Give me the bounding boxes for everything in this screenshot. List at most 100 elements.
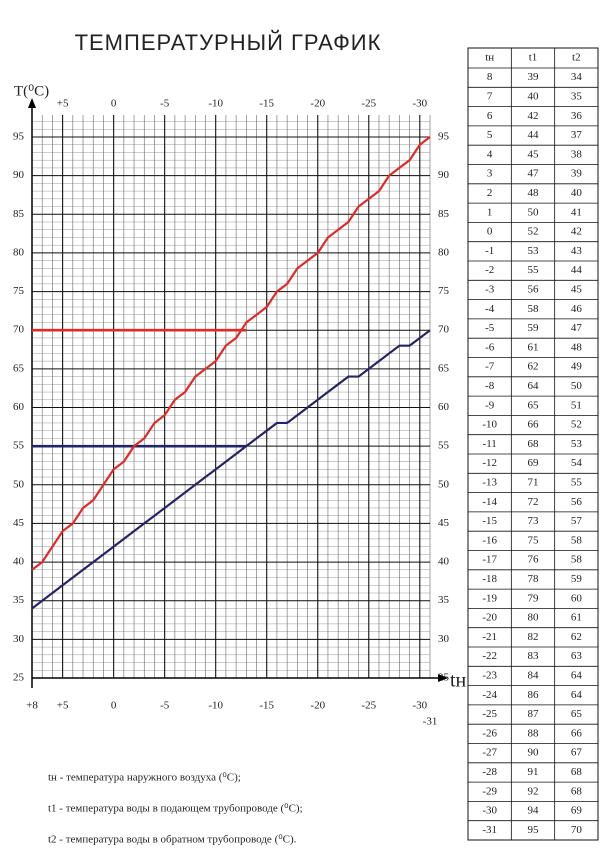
table-cell: 90 bbox=[528, 747, 540, 759]
table-cell: 88 bbox=[528, 727, 540, 739]
y-axis-arrow bbox=[28, 98, 36, 108]
y-tick-label: 95 bbox=[13, 131, 25, 143]
table-cell: 45 bbox=[528, 148, 540, 160]
table-cell: 41 bbox=[571, 206, 582, 218]
table-cell: 57 bbox=[571, 515, 583, 527]
y-tick-label-right: 30 bbox=[438, 633, 450, 645]
table-cell: 72 bbox=[528, 496, 539, 508]
table-cell: 95 bbox=[528, 824, 540, 836]
y-tick-label-right: 95 bbox=[438, 131, 450, 143]
y-tick-label-right: 35 bbox=[438, 594, 450, 606]
table-cell: 83 bbox=[528, 650, 540, 662]
table-cell: 58 bbox=[571, 554, 583, 566]
x-tick-label: -25 bbox=[361, 700, 376, 712]
table-cell: 60 bbox=[571, 592, 583, 604]
table-cell: -10 bbox=[482, 419, 497, 431]
note: tн - температура наружного воздуха (⁰C); bbox=[48, 772, 241, 784]
table-cell: -26 bbox=[482, 727, 497, 739]
table-cell: 79 bbox=[528, 592, 540, 604]
table-cell: -21 bbox=[482, 631, 497, 643]
table-cell: -28 bbox=[482, 766, 497, 778]
table-cell: 66 bbox=[571, 727, 583, 739]
table-cell: 58 bbox=[528, 303, 540, 315]
y-tick-label-right: 80 bbox=[438, 246, 450, 258]
y-tick-label: 65 bbox=[13, 362, 25, 374]
table-cell: -2 bbox=[485, 264, 494, 276]
table-cell: -5 bbox=[485, 322, 495, 334]
y-tick-label: 60 bbox=[13, 401, 25, 413]
table-cell: -22 bbox=[482, 650, 497, 662]
y-tick-label: 85 bbox=[13, 208, 25, 220]
x-axis-arrow bbox=[438, 674, 448, 682]
table-cell: -19 bbox=[482, 592, 497, 604]
x-tick-label-top: -30 bbox=[412, 98, 427, 110]
y-tick-label: 45 bbox=[13, 517, 25, 529]
table-cell: 62 bbox=[528, 361, 539, 373]
y-tick-label-right: 45 bbox=[438, 517, 450, 529]
y-tick-label-right: 40 bbox=[438, 556, 450, 568]
table-cell: 5 bbox=[487, 129, 493, 141]
table-cell: 94 bbox=[528, 805, 540, 817]
table-cell: 47 bbox=[528, 168, 540, 180]
table-cell: -7 bbox=[485, 361, 495, 373]
x-tick-label-top: -25 bbox=[361, 98, 376, 110]
y-tick-label: 25 bbox=[13, 672, 25, 684]
table-cell: 92 bbox=[528, 785, 539, 797]
table-cell: 0 bbox=[487, 226, 493, 238]
table-cell: 49 bbox=[571, 361, 583, 373]
table-cell: 56 bbox=[571, 496, 583, 508]
x-tick-label-top: -15 bbox=[259, 98, 274, 110]
table-cell: 70 bbox=[571, 824, 583, 836]
x-tick-label: -20 bbox=[310, 700, 325, 712]
y-tick-label-right: 75 bbox=[438, 285, 450, 297]
table-cell: 1 bbox=[487, 206, 493, 218]
table-cell: 84 bbox=[528, 669, 540, 681]
table-cell: 2 bbox=[487, 187, 493, 199]
y-tick-label: 70 bbox=[13, 324, 25, 336]
table-cell: -25 bbox=[482, 708, 497, 720]
table-cell: -17 bbox=[482, 554, 497, 566]
table: tн t1 t28 39 347 40 356 42 365 44 374 45 383 47 392 48 4… bbox=[467, 47, 599, 841]
table-cell: 51 bbox=[571, 399, 582, 411]
table-cell: -16 bbox=[482, 534, 497, 546]
table-header: tн bbox=[485, 52, 494, 64]
x-tick-label: +8 bbox=[26, 700, 38, 712]
table-cell: 55 bbox=[571, 476, 583, 488]
x-axis-label: tн bbox=[450, 670, 467, 692]
table-cell: -30 bbox=[482, 805, 497, 817]
table-cell: -29 bbox=[482, 785, 497, 797]
table-cell: -4 bbox=[485, 303, 495, 315]
y-tick-label-right: 85 bbox=[438, 208, 450, 220]
table-cell: -27 bbox=[482, 747, 497, 759]
table-cell: 45 bbox=[571, 283, 583, 295]
y-tick-label: 40 bbox=[13, 556, 25, 568]
table-cell: 68 bbox=[571, 766, 583, 778]
table-cell: 48 bbox=[571, 341, 583, 353]
table-cell: -20 bbox=[482, 612, 497, 624]
table-cell: -23 bbox=[482, 669, 497, 681]
table-cell: 65 bbox=[571, 708, 583, 720]
table-cell: 91 bbox=[528, 766, 539, 778]
table-cell: 61 bbox=[528, 341, 539, 353]
x-tick-label: +5 bbox=[57, 700, 69, 712]
table-cell: 40 bbox=[528, 90, 540, 102]
y-tick-label-right: 55 bbox=[438, 440, 450, 452]
table-cell: 66 bbox=[528, 419, 540, 431]
y-tick-label: 30 bbox=[13, 633, 25, 645]
table-cell: 34 bbox=[571, 71, 583, 83]
table-cell: 50 bbox=[528, 206, 540, 218]
x-tick-label: -31 bbox=[423, 716, 438, 728]
table-cell: -3 bbox=[485, 283, 495, 295]
table-cell: 50 bbox=[571, 380, 583, 392]
table-cell: 54 bbox=[571, 457, 583, 469]
table-cell: 65 bbox=[528, 399, 540, 411]
table-cell: 44 bbox=[528, 129, 540, 141]
chart: 2525303035354040454550505555606065657070… bbox=[13, 98, 450, 846]
table-cell: 63 bbox=[571, 650, 583, 662]
y-tick-label-right: 70 bbox=[438, 324, 450, 336]
table-cell: -11 bbox=[483, 438, 497, 450]
table-cell: 62 bbox=[571, 631, 582, 643]
table-cell: -1 bbox=[485, 245, 494, 257]
y-tick-label: 80 bbox=[13, 246, 25, 258]
table-cell: 64 bbox=[571, 669, 583, 681]
